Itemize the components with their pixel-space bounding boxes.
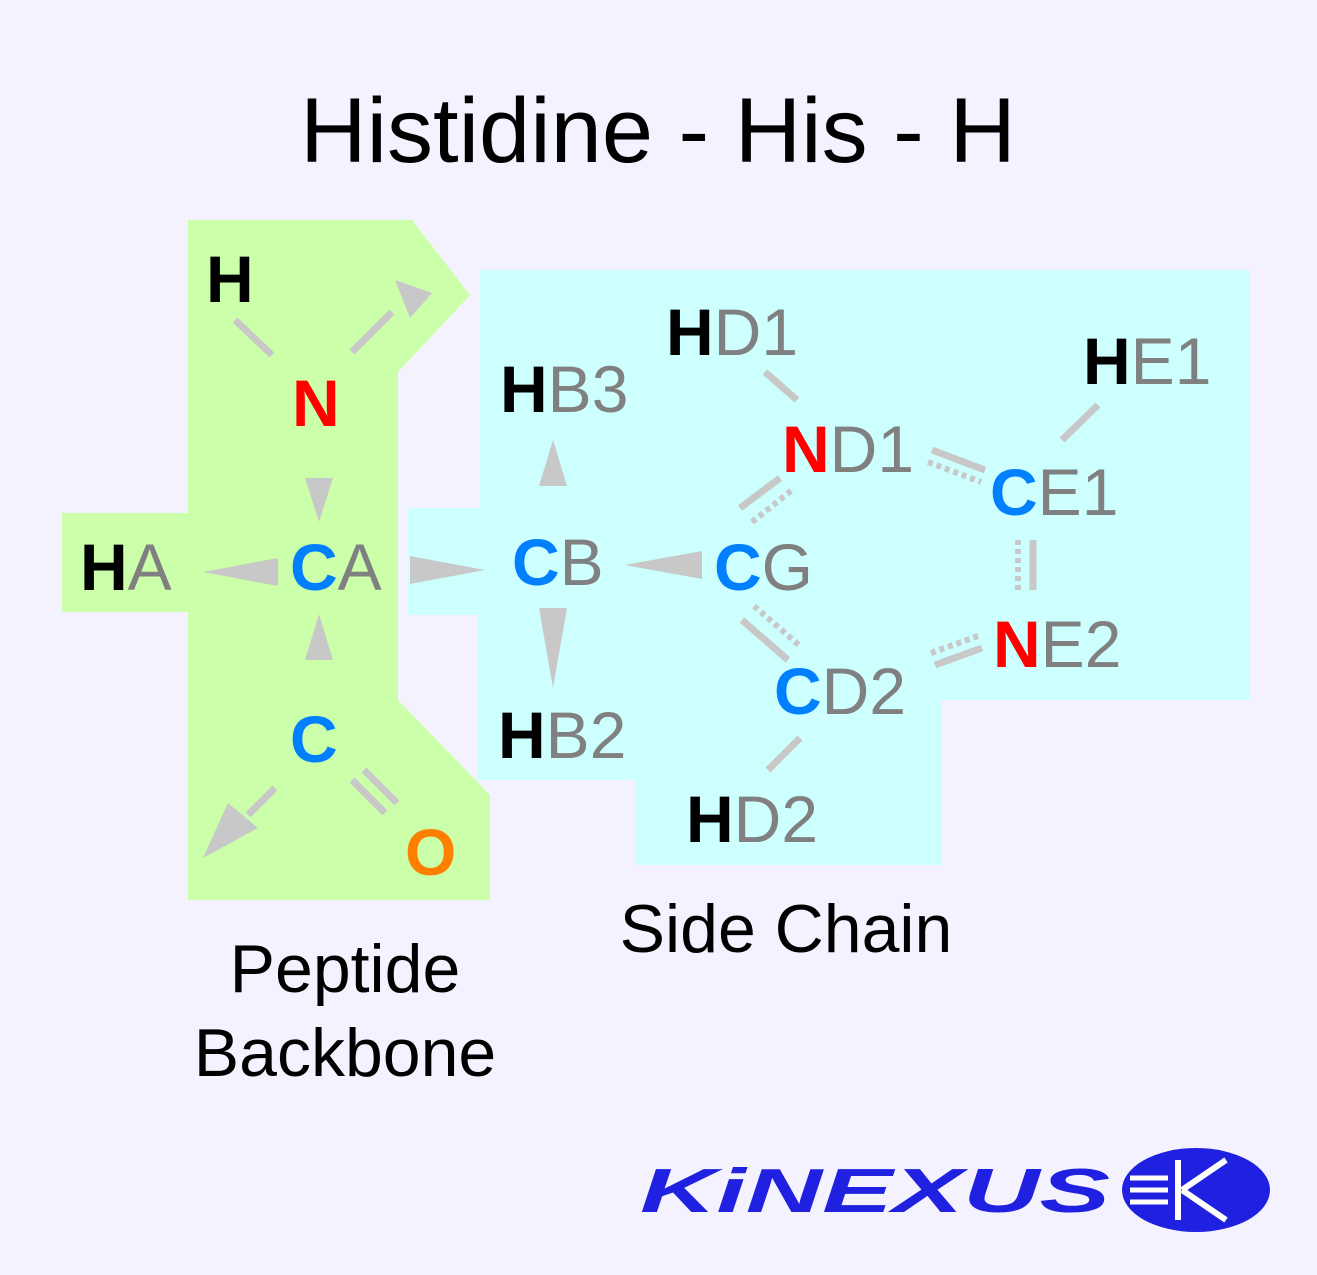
bond-h-n: [232, 317, 275, 358]
bond-c-o-a: [349, 777, 388, 816]
arrow-c-next: [203, 803, 258, 858]
bond-cd2-ne2: [933, 644, 984, 669]
atom-o: O: [405, 815, 456, 889]
atom-ne2: NE2: [993, 607, 1121, 681]
bond-nd1-hd1: [762, 369, 800, 403]
atom-nd1: ND1: [782, 412, 914, 486]
backbone-label-line2: Backbone: [194, 1015, 496, 1091]
atom-c: C: [290, 702, 338, 776]
bond-c-o-b: [361, 767, 400, 806]
bond-ce1-he1: [1059, 402, 1101, 443]
atom-hb2: HB2: [498, 698, 626, 772]
atom-cb: CB: [512, 525, 604, 599]
atoms: H N HA CA C O CB HB3 HB2 CG ND1 HD1 CE1 …: [80, 242, 1211, 889]
arrow-c-ca: [305, 614, 333, 660]
bond-n-prev: [349, 309, 395, 355]
bond-cg-cd2-dash: [752, 603, 802, 649]
atom-hd2: HD2: [686, 782, 818, 856]
atom-hd1: HD1: [666, 295, 798, 369]
side-chain-region: [408, 270, 1250, 865]
arrow-n-prev: [395, 280, 432, 318]
atom-he1: HE1: [1083, 324, 1211, 398]
bond-cg-cd2: [739, 617, 791, 663]
side-chain-label: Side Chain: [620, 891, 953, 967]
atom-ce1: CE1: [990, 455, 1118, 529]
arrow-n-ca: [305, 478, 333, 522]
bond-c-next: [245, 785, 278, 818]
kinexus-k-emblem-icon: [1122, 1148, 1270, 1232]
bond-cg-nd1: [737, 475, 783, 511]
arrow-cb-hb3: [539, 440, 567, 486]
arrow-ca-cb: [410, 556, 485, 584]
backbone-label-line1: Peptide: [230, 931, 461, 1007]
logo-text: KiNEXUS: [640, 1157, 1110, 1226]
atom-cd2: CD2: [774, 654, 906, 728]
atom-hb3: HB3: [500, 352, 628, 426]
bonds: [203, 280, 1101, 858]
atom-cg: CG: [714, 530, 813, 604]
arrow-cg-cb: [625, 551, 702, 579]
bond-nd1-ce1: [930, 446, 987, 474]
arrow-ca-ha: [203, 558, 278, 586]
atom-ca: CA: [290, 530, 382, 604]
bond-cd2-hd2: [765, 735, 803, 773]
kinexus-logo: KiNEXUS: [640, 1148, 1270, 1232]
atom-h: H: [206, 242, 254, 316]
page-title: Histidine - His - H: [300, 80, 1016, 182]
arrow-cb-hb2: [539, 608, 567, 688]
atom-ha: HA: [80, 530, 172, 604]
atom-n: N: [292, 366, 340, 440]
bond-nd1-ce1-dash: [926, 459, 983, 485]
